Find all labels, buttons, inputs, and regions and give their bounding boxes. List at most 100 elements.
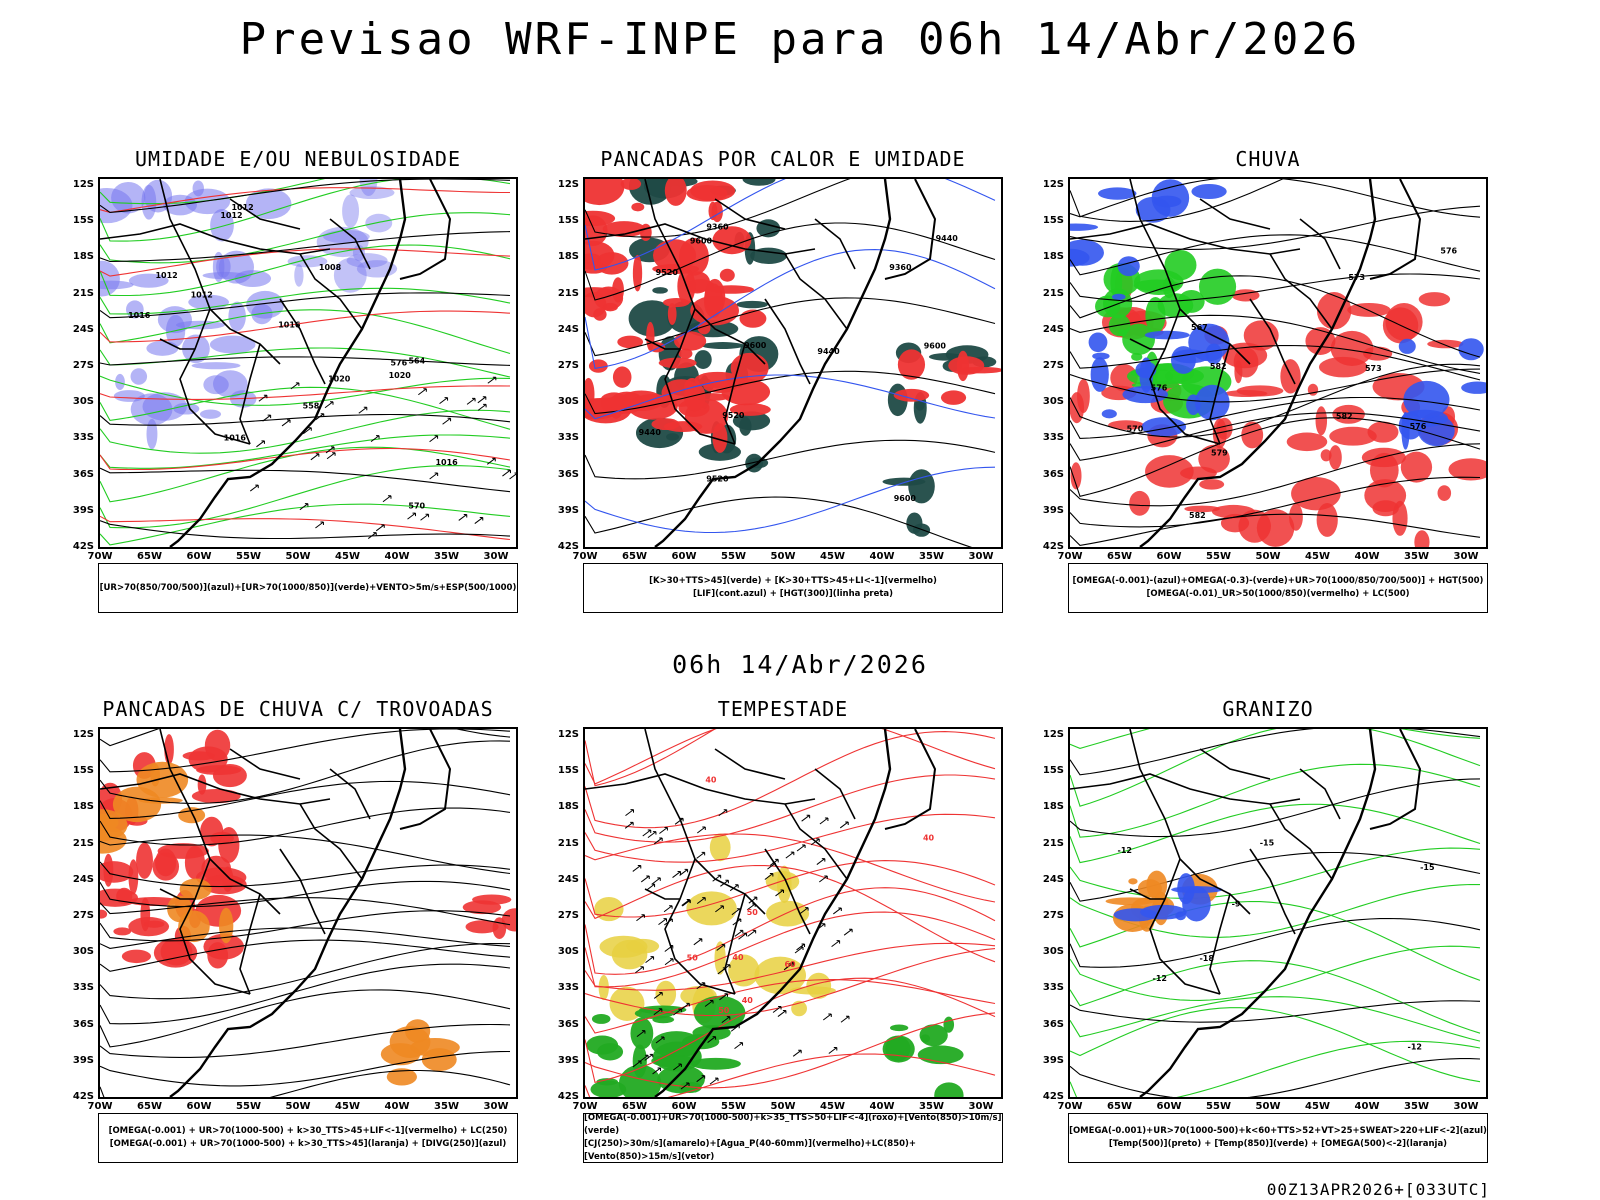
thunderstorm-red-area	[201, 874, 247, 895]
rain-green-area	[1133, 269, 1184, 295]
lon-tick-label: 45W	[335, 551, 360, 562]
lon-tick-label: 35W	[919, 1101, 944, 1112]
humidity-mid-level-area	[100, 260, 120, 297]
lat-tick-label: 36S	[72, 1018, 94, 1030]
instability-red-area	[658, 357, 697, 369]
lat-tick-label: 36S	[1042, 468, 1064, 480]
humidity-low-level-contour	[100, 409, 511, 454]
legend-line: [OMEGA(-0.01)_UR>50(1000/850)(vermelho) …	[1146, 589, 1410, 599]
thunderstorm-red-area	[113, 927, 132, 936]
temp-850-contour	[1070, 803, 1481, 864]
panel-chuva: CHUVA 12S 15S 18S 21S 24S 27S 30S 33S 36S 39S 42S 70…	[1028, 147, 1508, 627]
height-500-contour	[1070, 476, 1481, 528]
lat-tick-label: 36S	[1042, 1018, 1064, 1030]
rain-blue-area	[1135, 361, 1157, 379]
wind-vector	[325, 446, 335, 454]
lon-tick-label: 70W	[1057, 551, 1083, 562]
contour-label: 50	[747, 908, 759, 917]
wind-850-vector	[843, 928, 853, 936]
hail-blue-area	[1175, 911, 1186, 921]
lat-tick-label: 33S	[557, 432, 579, 444]
lon-tick-label: 60W	[671, 1101, 697, 1112]
lat-tick-label: 39S	[557, 1054, 579, 1066]
streamline-250	[100, 729, 511, 773]
lat-tick-label: 30S	[1042, 946, 1064, 958]
lon-tick-label: 65W	[1107, 1101, 1132, 1112]
instability-red-area	[595, 252, 629, 275]
height-500-contour	[1070, 275, 1481, 358]
height-500-contour	[1070, 179, 1481, 218]
lon-tick-label: 30W	[968, 551, 994, 562]
wind-vector	[382, 495, 392, 503]
country-state-border	[764, 298, 811, 385]
thickness-contour	[100, 187, 510, 213]
wind-850-green-area	[920, 1034, 931, 1043]
weather-map: 582 582 582 579 576 573 576 576 573 570 567	[1070, 179, 1486, 547]
streamline-250	[100, 834, 511, 875]
wind-850-vector	[796, 943, 806, 951]
contour-label: 570	[1127, 425, 1144, 434]
humidity-low-level-contour	[100, 244, 511, 297]
country-state-border	[814, 218, 856, 270]
rain-red-area	[1108, 420, 1144, 430]
panel-legend: [OMEGA(-0.001) + UR>70(1000-500) + k>30_…	[98, 1113, 518, 1163]
contour-label: 1012	[191, 291, 213, 300]
lat-tick-label: 27S	[557, 910, 579, 921]
wind-850-vector	[696, 1075, 706, 1083]
rain-blue-area	[1151, 179, 1190, 217]
country-state-border	[784, 253, 848, 330]
wind-850-green-area	[586, 1035, 619, 1055]
contour-label: 576	[1151, 383, 1168, 392]
lon-tick-label: 35W	[1404, 551, 1429, 562]
lat-tick-label: 15S	[72, 215, 94, 227]
height-500-contour	[1070, 205, 1481, 250]
wind-850-vector	[775, 889, 785, 897]
lat-tick-label: 33S	[1042, 982, 1064, 994]
instability-green-area	[912, 523, 931, 537]
thunderstorm-red-area	[121, 949, 152, 964]
wind-vector	[302, 427, 312, 435]
wind-vector	[315, 521, 324, 529]
streamline-250	[100, 780, 511, 819]
wind-850-vector	[681, 899, 691, 906]
precipitable-water-contour	[585, 813, 996, 863]
wind-850-green-area	[590, 1080, 627, 1097]
rain-blue-area	[1398, 412, 1423, 440]
wind-850-vector	[632, 864, 642, 872]
humidity-low-level-contour	[100, 386, 511, 430]
thunderstorm-red-area	[116, 887, 133, 905]
weather-map: -9 -12 -12 -15 -18 -15 -12	[1070, 729, 1481, 1097]
instability-green-area	[694, 350, 712, 370]
contour-label: 9440	[639, 428, 662, 437]
wind-850-vector	[828, 1047, 838, 1054]
coastline	[169, 179, 407, 547]
lat-tick-label: 27S	[72, 360, 94, 371]
streamline-250	[100, 927, 511, 949]
wind-vector	[429, 435, 439, 443]
contour-label: 558	[303, 401, 320, 410]
lat-tick-label: 33S	[1042, 432, 1064, 444]
thunderstorm-red-area	[204, 729, 231, 761]
wind-vector	[502, 469, 511, 477]
thunderstorm-orange-area	[136, 761, 189, 798]
instability-green-area	[750, 247, 788, 264]
rain-red-area	[1110, 364, 1138, 392]
wind-850-vector	[721, 1016, 731, 1024]
rain-red-area	[1199, 479, 1225, 490]
instability-green-area	[739, 416, 752, 436]
wind-850-vector	[716, 943, 726, 951]
thickness-contour	[100, 310, 511, 343]
lon-tick-label: 50W	[1255, 1101, 1281, 1112]
wind-850-vector	[709, 1077, 719, 1085]
country-state-border	[179, 858, 251, 995]
lat-tick-label: 33S	[72, 982, 94, 994]
contour-label: 576	[1410, 422, 1427, 431]
country-state-border	[724, 893, 746, 995]
country-state-border	[664, 308, 736, 445]
humidity-mid-level-area	[115, 373, 125, 390]
wind-850-vector	[833, 907, 842, 915]
height-500-contour	[1070, 314, 1481, 374]
instability-red-area	[620, 179, 642, 190]
humidity-low-level-contour	[100, 287, 511, 315]
lat-tick-label: 24S	[1042, 873, 1064, 885]
